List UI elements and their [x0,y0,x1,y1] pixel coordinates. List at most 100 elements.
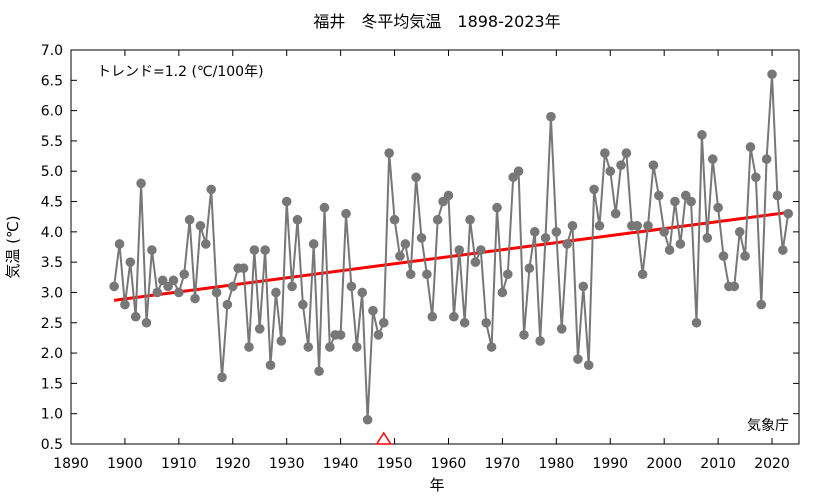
data-point [422,269,432,280]
data-point [589,184,599,195]
data-point [222,299,233,310]
data-point [659,227,669,237]
data-point [378,317,389,328]
data-point [405,269,416,280]
data-point [308,239,319,249]
data-point [465,214,475,225]
data-point [540,233,551,243]
data-point [772,190,783,201]
plot-frame [70,49,800,445]
data-point [573,354,583,364]
data-point [653,190,664,201]
x-tick-label: 1940 [323,456,359,472]
x-tick-label: 1980 [539,456,575,472]
data-point [174,287,184,298]
data-point [578,281,589,292]
series-line [113,74,790,420]
y-tick-label: 7.0 [41,43,63,59]
data-point [524,263,535,274]
data-point [637,269,648,280]
data-point [362,414,373,425]
x-tick-label: 1920 [215,456,251,472]
data-point [357,287,368,298]
data-point [411,172,421,183]
x-tick-label: 1910 [161,456,197,472]
data-point [497,287,508,298]
data-point [303,342,314,352]
data-point [249,245,260,255]
data-point [287,281,297,292]
data-point [751,172,761,183]
data-point [352,342,362,352]
y-tick-label: 2.0 [41,346,63,362]
data-point [179,269,190,280]
data-point [697,130,707,140]
data-point [147,245,157,255]
data-point [702,233,713,243]
y-tick-label: 0.5 [41,437,63,453]
data-point [745,142,756,152]
data-point [168,275,179,286]
data-point [664,245,675,255]
data-point [120,299,130,310]
data-point [492,202,502,213]
y-axis-label: 気温 (℃) [4,215,22,278]
data-point [141,317,152,328]
data-point [740,251,750,261]
data-point [713,202,723,213]
data-point [621,148,632,158]
data-point [605,166,616,177]
y-tick-label: 1.5 [41,376,63,392]
data-point [470,257,481,267]
data-point [778,245,788,255]
data-point [254,324,265,334]
data-point [567,220,578,231]
data-point [454,245,465,255]
data-point [136,178,146,189]
data-point [152,287,163,298]
x-axis-label: 年 [429,476,444,494]
data-point [125,257,136,267]
data-point [519,330,529,340]
data-point [761,154,772,164]
data-point [562,239,572,249]
data-point [503,269,513,280]
data-point [227,281,238,292]
data-point [594,220,605,231]
data-point [201,239,211,249]
data-point [281,196,292,207]
data-point [729,281,740,292]
data-point [416,233,427,243]
data-point [384,148,394,158]
chart-title: 福井 冬平均気温 1898-2023年 [313,12,560,31]
y-tick-label: 4.5 [41,195,63,211]
data-point [211,287,222,298]
x-tick-label: 2020 [754,456,790,472]
data-point [449,311,459,322]
data-point [632,220,643,231]
x-tick-label: 1930 [269,456,305,472]
x-tick-label: 1990 [592,456,628,472]
data-points [109,69,794,425]
data-point [583,360,594,371]
data-point [707,154,718,164]
x-tick-label: 1970 [485,456,521,472]
data-point [298,299,308,310]
x-tick-label: 2010 [700,456,736,472]
x-tick-label: 1900 [107,456,143,472]
event-marker-triangle [375,431,393,445]
data-point [734,227,745,237]
y-tick-label: 5.0 [41,164,63,180]
data-point [319,202,330,213]
data-point [114,239,125,249]
data-point [686,196,696,207]
data-point [459,317,470,328]
data-point [443,190,454,201]
data-point [486,342,497,352]
data-point [476,245,486,255]
x-tick-label: 1890 [53,456,89,472]
data-point [195,220,206,231]
data-point [395,251,405,261]
data-point [529,227,540,237]
data-point [389,214,400,225]
